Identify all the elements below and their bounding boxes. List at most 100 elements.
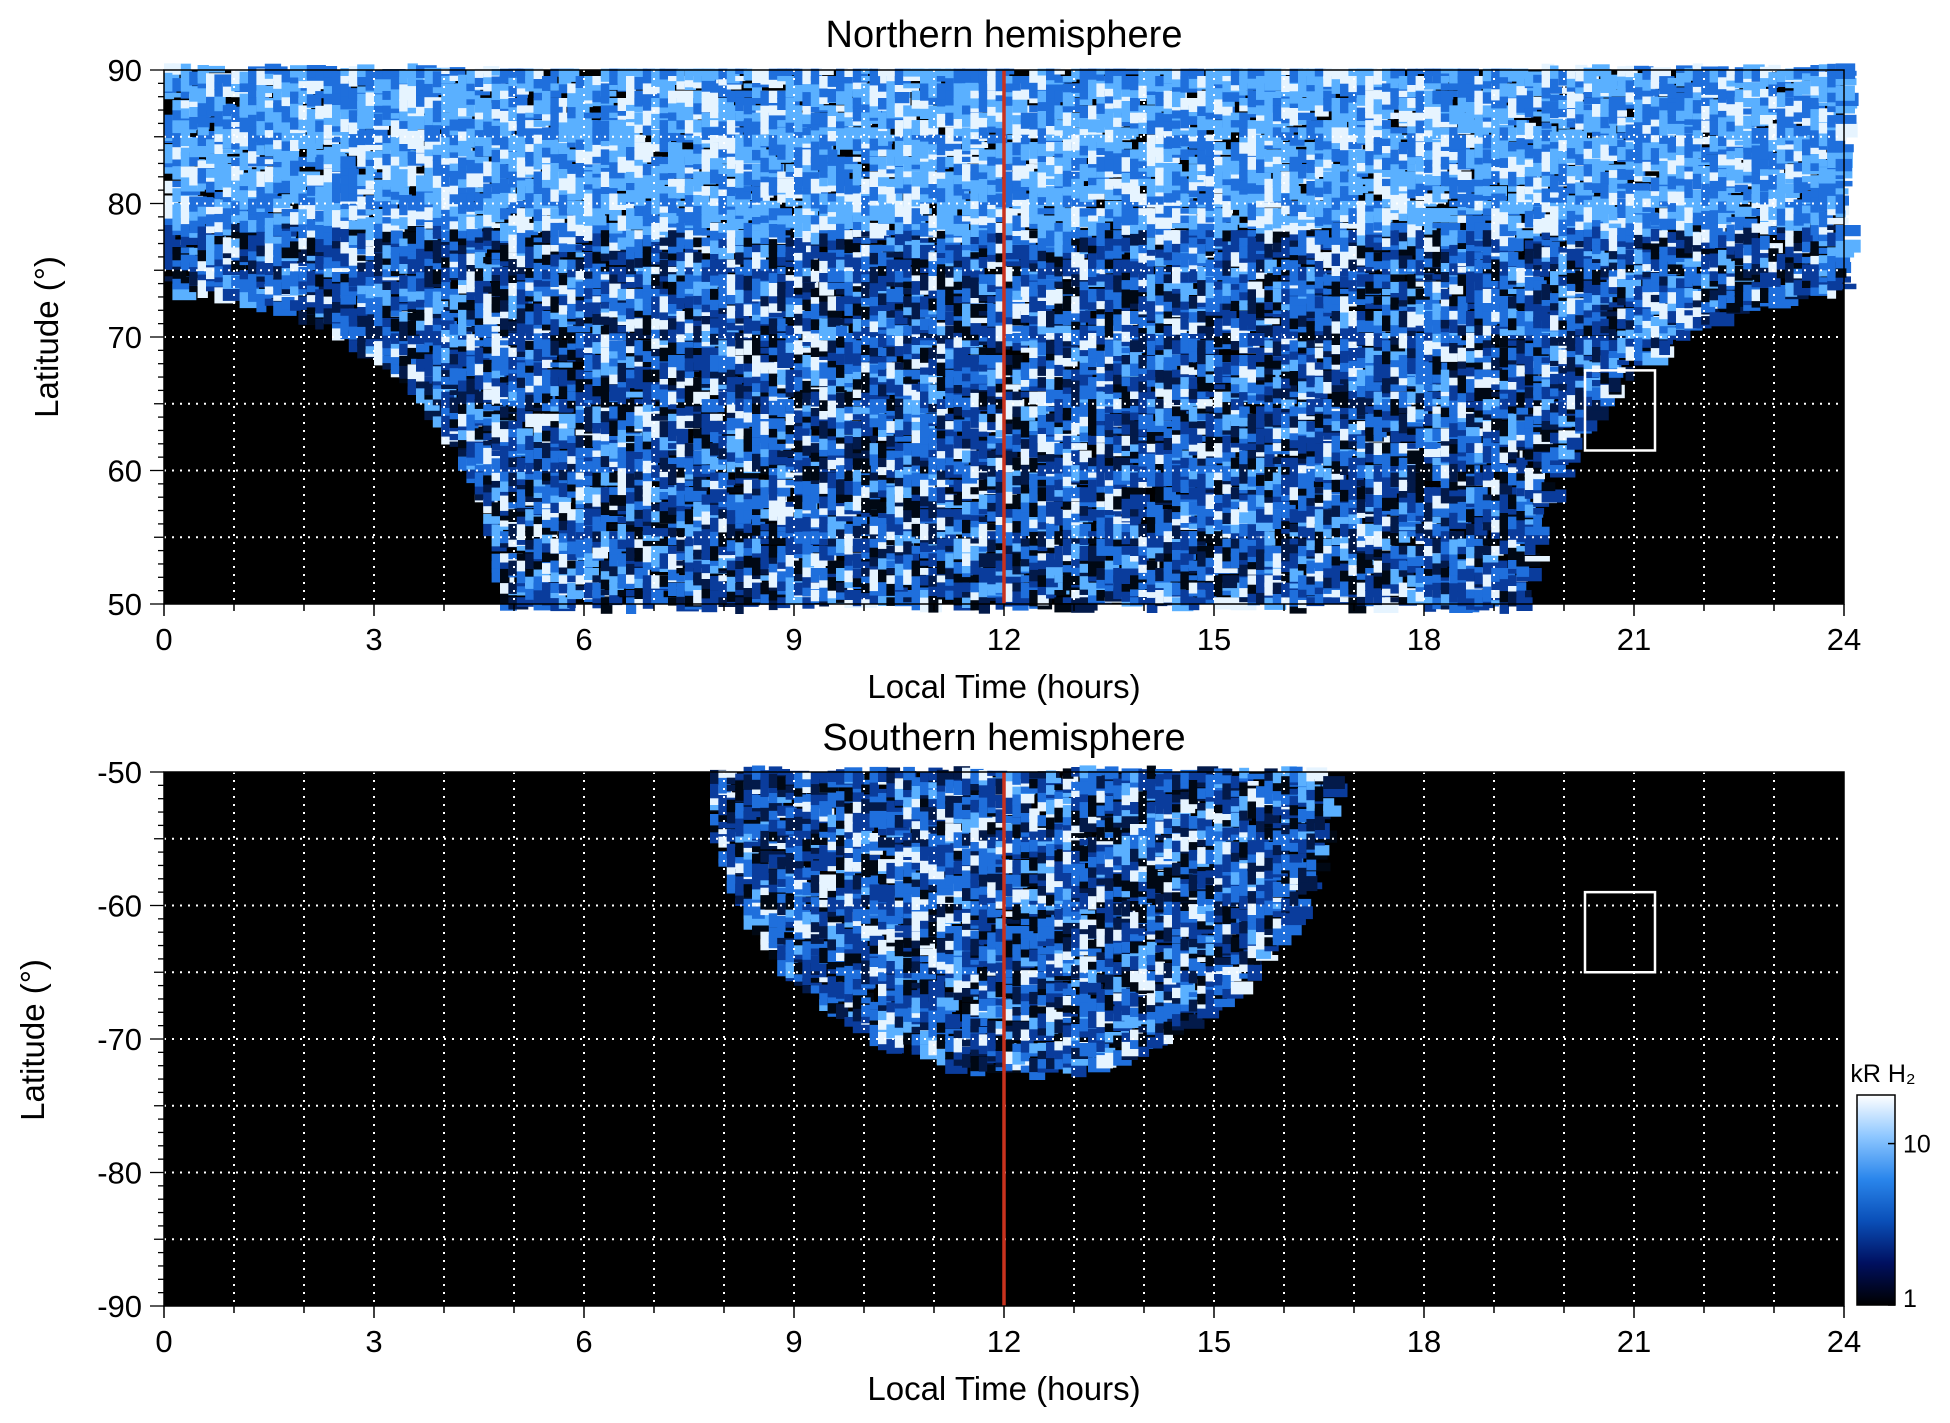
emission-cell: [441, 288, 459, 300]
emission-cell: [869, 252, 878, 265]
emission-cell: [390, 362, 401, 375]
emission-cell: [390, 69, 406, 75]
emission-cell: [357, 233, 368, 249]
emission-cell: [508, 76, 524, 87]
emission-cell: [449, 74, 461, 81]
emission-cell: [264, 291, 280, 299]
emission-cell: [525, 76, 535, 92]
emission-cell: [348, 73, 358, 87]
emission-cell: [542, 479, 557, 485]
emission-cell: [348, 110, 359, 123]
emission-cell: [197, 116, 210, 128]
emission-cell: [634, 479, 644, 486]
emission-cell: [231, 282, 248, 288]
emission-cell: [474, 127, 490, 137]
emission-cell: [432, 328, 443, 342]
emission-cell: [777, 494, 786, 511]
emission-cell: [374, 209, 384, 219]
emission-cell: [399, 363, 411, 379]
emission-cell: [542, 523, 557, 535]
emission-cell: [474, 90, 491, 96]
emission-cell: [458, 295, 472, 300]
emission-cell: [390, 113, 405, 119]
emission-cell: [315, 274, 327, 287]
emission-cell: [500, 523, 512, 530]
emission-cell: [332, 136, 341, 143]
emission-cell: [810, 215, 820, 225]
emission-cell: [290, 300, 302, 311]
emission-cell: [197, 285, 208, 298]
emission-cell: [920, 244, 930, 260]
emission-cell: [390, 252, 404, 264]
emission-cell: [525, 288, 535, 297]
emission-cell: [441, 318, 455, 330]
emission-cell: [365, 253, 375, 261]
emission-cell: [516, 193, 534, 201]
emission-cell: [273, 198, 291, 209]
emission-cell: [516, 230, 531, 238]
emission-cell: [466, 356, 483, 365]
emission-cell: [273, 264, 282, 280]
emission-cell: [642, 274, 652, 285]
emission-cell: [264, 115, 275, 131]
emission-cell: [222, 215, 233, 230]
emission-cell: [852, 457, 862, 470]
emission-cell: [374, 157, 388, 170]
emission-cell: [264, 225, 275, 241]
emission-cell: [516, 384, 526, 392]
emission-cell: [374, 128, 388, 136]
emission-cell: [374, 172, 391, 179]
emission-cell: [256, 142, 265, 156]
emission-cell: [466, 209, 477, 215]
emission-cell: [500, 560, 511, 569]
emission-cell: [550, 98, 559, 114]
emission-cell: [197, 160, 219, 169]
emission-cell: [458, 280, 468, 294]
emission-cell: [441, 252, 451, 268]
emission-cell: [508, 156, 521, 172]
emission-cell: [508, 516, 524, 522]
emission-cell: [197, 277, 208, 287]
emission-cell: [542, 391, 553, 404]
emission-cell: [273, 279, 284, 288]
emission-cell: [264, 85, 274, 94]
emission-cell: [189, 284, 200, 293]
emission-cell: [449, 67, 466, 76]
emission-cell: [365, 276, 380, 286]
emission-cell: [491, 546, 507, 552]
emission-cell: [290, 241, 301, 258]
emission-cell: [382, 281, 396, 290]
emission-cell: [869, 171, 880, 187]
emission-cell: [180, 100, 195, 109]
emission-cell: [903, 553, 913, 570]
emission-cell: [323, 117, 338, 125]
emission-cell: [424, 229, 438, 241]
emission-cell: [416, 116, 425, 130]
emission-cell: [525, 538, 538, 550]
emission-cell: [382, 267, 399, 278]
emission-cell: [533, 325, 549, 334]
emission-cell: [894, 575, 904, 590]
emission-cell: [743, 523, 754, 533]
emission-cell: [374, 348, 384, 363]
emission-cell: [886, 560, 897, 568]
emission-cell: [458, 397, 468, 414]
emission-cell: [852, 164, 862, 179]
emission-cell: [424, 104, 437, 121]
emission-cell: [306, 263, 318, 270]
emission-cell: [281, 238, 306, 245]
emission-cell: [416, 226, 427, 243]
emission-cell: [264, 298, 274, 306]
emission-cell: [584, 355, 594, 372]
emission-cell: [500, 406, 522, 418]
emission-cell: [290, 285, 306, 296]
emission-cell: [903, 83, 921, 89]
emission-cell: [206, 154, 217, 164]
emission-cell: [861, 237, 871, 244]
emission-cell: [542, 575, 552, 583]
emission-cell: [844, 281, 854, 296]
emission-cell: [483, 381, 498, 390]
emission-cell: [516, 568, 528, 584]
emission-cell: [281, 223, 307, 229]
emission-cell: [474, 340, 490, 347]
